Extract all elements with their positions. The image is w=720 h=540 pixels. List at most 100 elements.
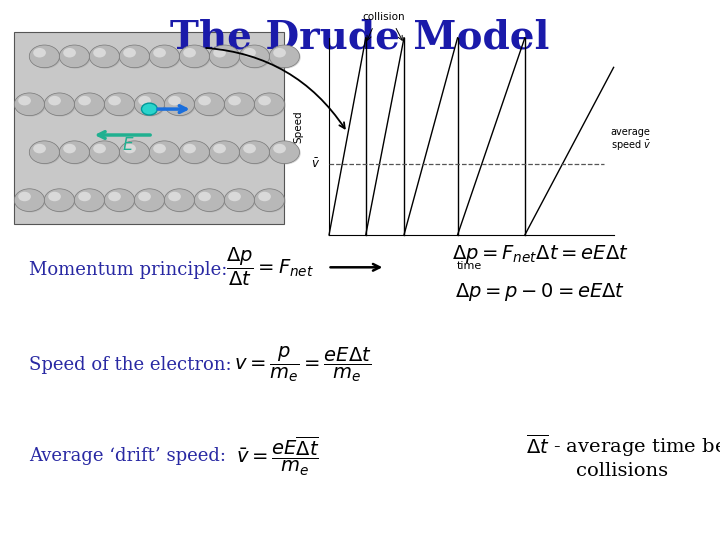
Text: Speed of the electron:: Speed of the electron: <box>29 355 231 374</box>
Circle shape <box>166 190 196 212</box>
Circle shape <box>16 190 46 212</box>
Circle shape <box>240 46 271 69</box>
Circle shape <box>74 189 104 212</box>
Circle shape <box>196 190 226 212</box>
Circle shape <box>153 48 166 57</box>
Circle shape <box>30 45 60 68</box>
Circle shape <box>196 94 226 117</box>
Circle shape <box>225 189 255 212</box>
Circle shape <box>89 141 120 164</box>
Circle shape <box>194 189 225 212</box>
Circle shape <box>225 190 256 212</box>
Circle shape <box>168 192 181 201</box>
Circle shape <box>59 45 89 68</box>
Circle shape <box>254 93 284 116</box>
Text: $\dfrac{\Delta p}{\Delta t} = F_{net}$: $\dfrac{\Delta p}{\Delta t} = F_{net}$ <box>226 246 314 288</box>
Circle shape <box>243 48 256 57</box>
Circle shape <box>213 48 226 57</box>
Text: Momentum principle:: Momentum principle: <box>29 261 228 279</box>
Circle shape <box>123 48 136 57</box>
Circle shape <box>104 93 135 116</box>
Circle shape <box>106 94 136 117</box>
Circle shape <box>45 189 75 212</box>
Circle shape <box>30 46 60 69</box>
Circle shape <box>256 94 286 117</box>
Circle shape <box>138 96 151 105</box>
Circle shape <box>120 141 150 164</box>
Circle shape <box>181 46 211 69</box>
Circle shape <box>134 93 165 116</box>
Circle shape <box>60 142 91 165</box>
Circle shape <box>60 46 91 69</box>
Circle shape <box>14 93 45 116</box>
Circle shape <box>93 144 106 153</box>
Circle shape <box>243 144 256 153</box>
Circle shape <box>210 45 240 68</box>
Circle shape <box>210 142 240 165</box>
Circle shape <box>30 142 60 165</box>
Circle shape <box>63 144 76 153</box>
Circle shape <box>123 144 136 153</box>
Circle shape <box>166 94 196 117</box>
Circle shape <box>194 93 225 116</box>
Circle shape <box>120 45 150 68</box>
FancyBboxPatch shape <box>14 32 284 224</box>
Circle shape <box>210 46 240 69</box>
Circle shape <box>16 94 46 117</box>
Circle shape <box>33 144 46 153</box>
Circle shape <box>149 141 179 164</box>
Circle shape <box>258 96 271 105</box>
Circle shape <box>254 189 284 212</box>
Circle shape <box>256 190 286 212</box>
Text: $\Delta p = F_{net}\Delta t = eE\Delta t$: $\Delta p = F_{net}\Delta t = eE\Delta t… <box>451 243 629 265</box>
Circle shape <box>63 48 76 57</box>
Text: Speed: Speed <box>294 110 303 143</box>
Circle shape <box>240 142 271 165</box>
Circle shape <box>76 190 106 212</box>
Circle shape <box>14 189 45 212</box>
Text: $\Delta p = p - 0 = eE\Delta t$: $\Delta p = p - 0 = eE\Delta t$ <box>455 281 625 302</box>
Circle shape <box>183 48 196 57</box>
Circle shape <box>134 189 165 212</box>
Circle shape <box>164 93 194 116</box>
Circle shape <box>120 142 150 165</box>
Text: $\bar{v}$: $\bar{v}$ <box>311 157 320 171</box>
Circle shape <box>228 96 241 105</box>
Circle shape <box>135 190 166 212</box>
Circle shape <box>108 96 121 105</box>
Circle shape <box>138 192 151 201</box>
Circle shape <box>181 142 211 165</box>
Circle shape <box>269 141 300 164</box>
Circle shape <box>198 96 211 105</box>
Circle shape <box>164 189 194 212</box>
Circle shape <box>45 190 76 212</box>
Circle shape <box>135 94 166 117</box>
Circle shape <box>78 96 91 105</box>
Circle shape <box>183 144 196 153</box>
Circle shape <box>258 192 271 201</box>
Text: The Drude Model: The Drude Model <box>171 19 549 57</box>
Circle shape <box>106 190 136 212</box>
Circle shape <box>48 192 61 201</box>
Circle shape <box>91 46 121 69</box>
Circle shape <box>273 144 286 153</box>
Circle shape <box>59 141 89 164</box>
Circle shape <box>78 192 91 201</box>
Circle shape <box>108 192 121 201</box>
Circle shape <box>228 192 241 201</box>
Circle shape <box>153 144 166 153</box>
Circle shape <box>33 48 46 57</box>
Circle shape <box>48 96 61 105</box>
Circle shape <box>213 144 226 153</box>
Circle shape <box>210 141 240 164</box>
Circle shape <box>91 142 121 165</box>
Circle shape <box>168 96 181 105</box>
Circle shape <box>45 93 75 116</box>
Text: $E$: $E$ <box>122 137 134 153</box>
Circle shape <box>269 45 300 68</box>
Circle shape <box>273 48 286 57</box>
Circle shape <box>120 46 150 69</box>
Circle shape <box>179 141 210 164</box>
Circle shape <box>104 189 135 212</box>
Circle shape <box>198 192 211 201</box>
